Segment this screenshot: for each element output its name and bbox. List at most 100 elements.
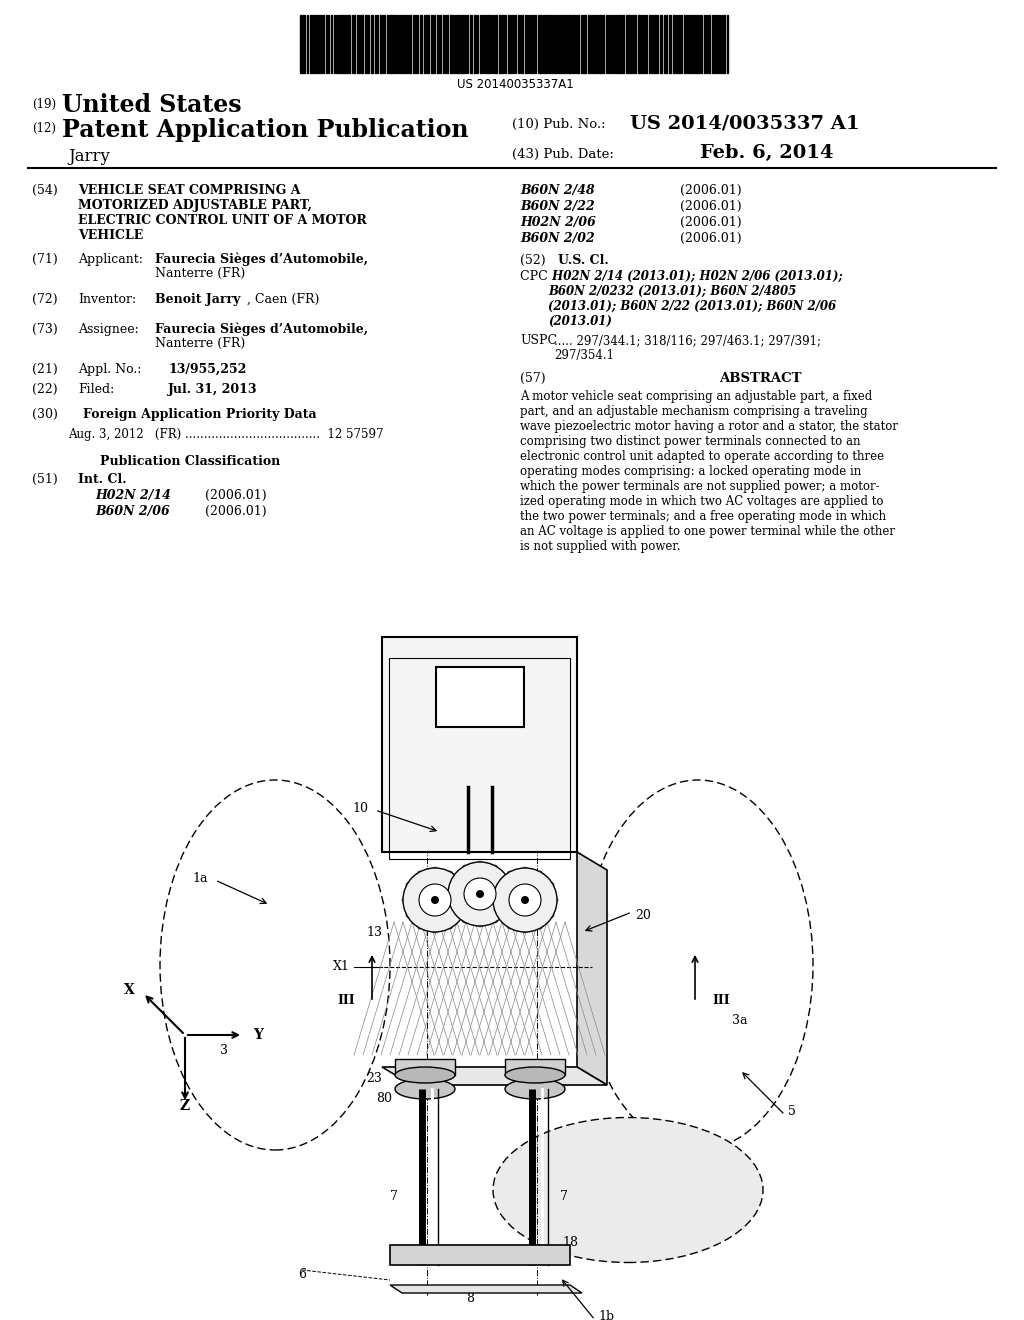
Text: (52): (52)	[520, 253, 546, 267]
Bar	[394, 15, 396, 73]
Text: H02N 2/14: H02N 2/14	[95, 488, 171, 502]
Ellipse shape	[505, 1078, 565, 1100]
Ellipse shape	[395, 1067, 455, 1082]
Circle shape	[407, 882, 412, 888]
Circle shape	[458, 912, 464, 917]
Text: (21): (21)	[32, 363, 57, 376]
Text: 6: 6	[298, 1269, 306, 1282]
Bar	[495, 15, 497, 73]
Text: , Caen (FR): , Caen (FR)	[247, 293, 319, 306]
Circle shape	[503, 906, 509, 912]
Text: part, and an adjustable mechanism comprising a traveling: part, and an adjustable mechanism compri…	[520, 405, 867, 418]
Text: (2013.01): (2013.01)	[548, 315, 612, 327]
Text: 1b: 1b	[598, 1309, 614, 1320]
Text: 1a: 1a	[193, 871, 208, 884]
Text: 297/354.1: 297/354.1	[554, 348, 614, 362]
Text: Foreign Application Priority Data: Foreign Application Priority Data	[83, 408, 316, 421]
Text: X1: X1	[333, 961, 350, 974]
Circle shape	[507, 871, 513, 876]
Text: an AC voltage is applied to one power terminal while the other: an AC voltage is applied to one power te…	[520, 525, 895, 539]
Circle shape	[548, 882, 554, 888]
Circle shape	[449, 862, 512, 927]
Polygon shape	[390, 1284, 582, 1294]
Text: 20a: 20a	[508, 1078, 531, 1092]
Bar	[660, 15, 662, 73]
Bar	[628, 15, 631, 73]
Circle shape	[509, 884, 541, 916]
Text: 23: 23	[367, 1072, 382, 1085]
Bar	[340, 15, 343, 73]
Text: 3: 3	[220, 1044, 228, 1056]
Circle shape	[403, 869, 467, 932]
Text: X2: X2	[450, 781, 466, 795]
Circle shape	[493, 869, 557, 932]
Polygon shape	[382, 1067, 607, 1085]
Text: operating modes comprising: a locked operating mode in: operating modes comprising: a locked ope…	[520, 465, 861, 478]
Text: MOTORIZED ADJUSTABLE PART,: MOTORIZED ADJUSTABLE PART,	[78, 199, 312, 213]
Bar	[389, 657, 570, 859]
Circle shape	[462, 898, 468, 903]
Bar	[560, 15, 562, 73]
Text: United States: United States	[62, 92, 242, 117]
Text: III: III	[337, 994, 355, 1006]
Bar	[708, 15, 710, 73]
Text: Nanterre (FR): Nanterre (FR)	[155, 267, 246, 280]
Circle shape	[507, 923, 513, 929]
Text: B60N 2/02: B60N 2/02	[520, 232, 595, 246]
Text: (2013.01); B60N 2/22 (2013.01); B60N 2/06: (2013.01); B60N 2/22 (2013.01); B60N 2/0…	[548, 300, 837, 313]
Text: 8: 8	[466, 1292, 474, 1305]
Text: ABSTRACT: ABSTRACT	[719, 372, 801, 385]
Text: Assignee:: Assignee:	[78, 323, 138, 337]
Circle shape	[447, 891, 453, 898]
Text: (2006.01): (2006.01)	[680, 232, 741, 246]
Text: Appl. No.:: Appl. No.:	[78, 363, 141, 376]
Circle shape	[477, 861, 483, 867]
Bar	[618, 15, 621, 73]
Circle shape	[407, 912, 412, 917]
Text: H02N 2/14 (2013.01); H02N 2/06 (2013.01);: H02N 2/14 (2013.01); H02N 2/06 (2013.01)…	[548, 271, 843, 282]
Text: 5: 5	[788, 1105, 796, 1118]
Text: comprising two distinct power terminals connected to an: comprising two distinct power terminals …	[520, 436, 860, 447]
Text: 7: 7	[560, 1191, 568, 1204]
Text: Benoit Jarry: Benoit Jarry	[155, 293, 241, 306]
Bar	[390, 15, 393, 73]
Bar	[568, 15, 571, 73]
Circle shape	[496, 882, 502, 888]
Bar	[693, 15, 695, 73]
Bar	[583, 15, 586, 73]
Text: 3a: 3a	[732, 1014, 748, 1027]
Text: Nanterre (FR): Nanterre (FR)	[155, 337, 246, 350]
Text: 13: 13	[366, 925, 382, 939]
Text: (72): (72)	[32, 293, 57, 306]
Bar	[499, 15, 501, 73]
Bar	[470, 15, 472, 73]
Circle shape	[492, 865, 498, 871]
Circle shape	[492, 898, 498, 903]
Text: Inventor:: Inventor:	[78, 293, 136, 306]
Circle shape	[476, 890, 484, 898]
Bar	[431, 15, 433, 73]
Text: 7: 7	[390, 1191, 398, 1204]
Text: wave piezoelectric motor having a rotor and a stator, the stator: wave piezoelectric motor having a rotor …	[520, 420, 898, 433]
Text: VEHICLE SEAT COMPRISING A: VEHICLE SEAT COMPRISING A	[78, 183, 300, 197]
Circle shape	[492, 917, 498, 923]
Circle shape	[417, 871, 423, 876]
Bar	[437, 15, 439, 73]
Bar	[549, 15, 551, 73]
Text: ..... 297/344.1; 318/116; 297/463.1; 297/391;: ..... 297/344.1; 318/116; 297/463.1; 297…	[554, 334, 821, 347]
Bar	[641, 15, 643, 73]
Circle shape	[462, 865, 468, 871]
Circle shape	[464, 878, 496, 909]
Bar	[599, 15, 601, 73]
Text: Jarry: Jarry	[68, 148, 110, 165]
Bar	[310, 15, 312, 73]
Text: (12): (12)	[32, 121, 56, 135]
Text: (51): (51)	[32, 473, 57, 486]
Bar	[395, 1059, 455, 1074]
Bar	[361, 15, 362, 73]
Text: III: III	[712, 994, 730, 1006]
Bar	[669, 15, 671, 73]
Text: US 20140035337A1: US 20140035337A1	[457, 78, 573, 91]
Text: 10: 10	[352, 801, 368, 814]
Text: Int. Cl.: Int. Cl.	[78, 473, 127, 486]
